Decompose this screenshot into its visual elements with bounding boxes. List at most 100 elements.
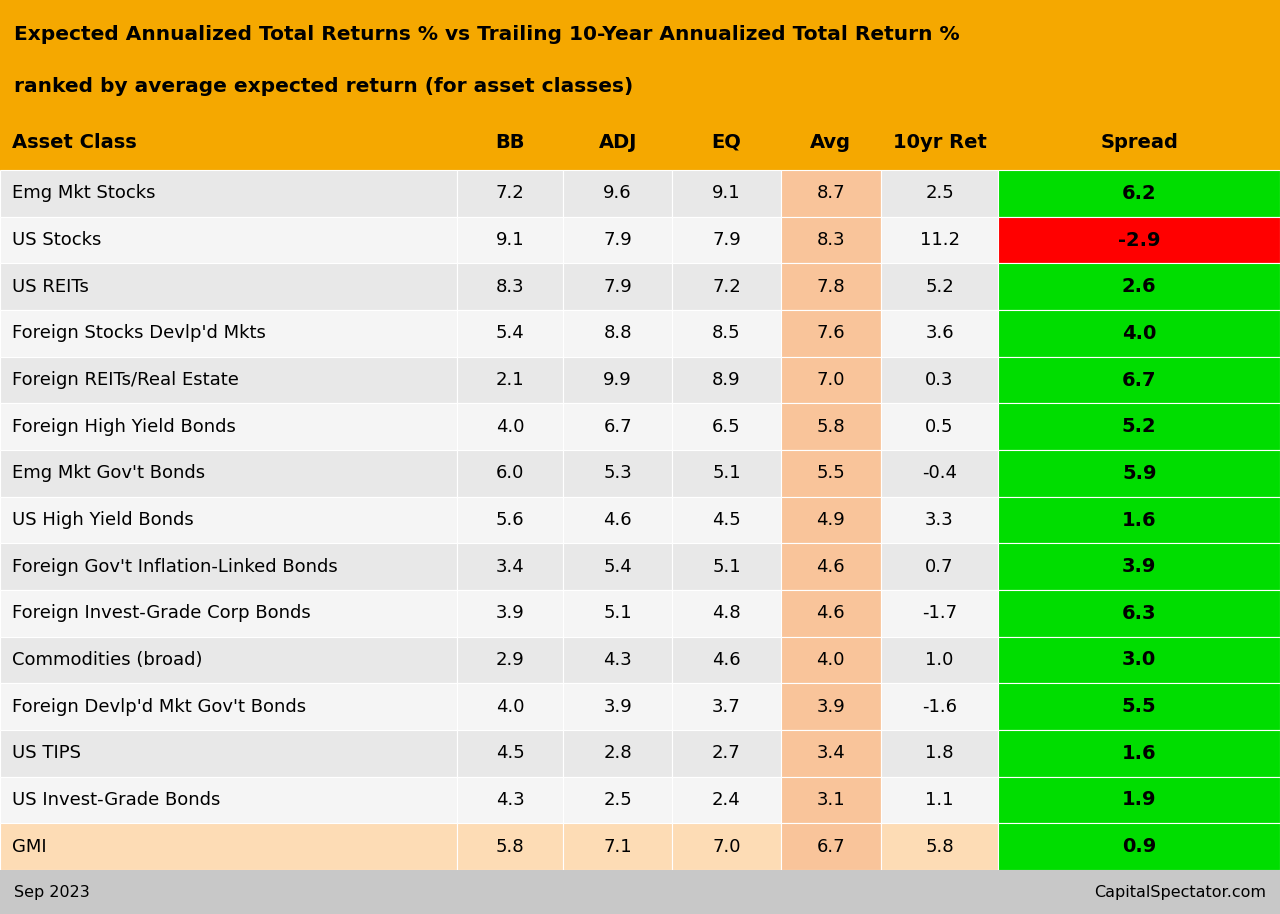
Bar — [672, 543, 781, 590]
Bar — [0, 170, 457, 217]
Bar — [563, 543, 672, 590]
Bar — [0, 496, 457, 543]
Text: 0.3: 0.3 — [925, 371, 954, 389]
Text: 3.6: 3.6 — [925, 324, 954, 343]
Text: 11.2: 11.2 — [919, 231, 960, 249]
Text: 4.8: 4.8 — [712, 604, 741, 622]
Bar — [563, 777, 672, 824]
Text: 7.2: 7.2 — [712, 278, 741, 295]
Bar — [881, 170, 998, 217]
Text: 4.3: 4.3 — [495, 791, 525, 809]
Text: ADJ: ADJ — [599, 133, 636, 152]
Text: -0.4: -0.4 — [922, 464, 957, 483]
Text: 3.9: 3.9 — [1123, 558, 1156, 576]
Text: 7.1: 7.1 — [603, 837, 632, 856]
Text: Emg Mkt Stocks: Emg Mkt Stocks — [12, 185, 155, 202]
Text: -1.6: -1.6 — [922, 697, 957, 716]
Text: 4.5: 4.5 — [495, 744, 525, 762]
Text: 7.9: 7.9 — [712, 231, 741, 249]
Bar — [998, 263, 1280, 310]
Bar — [563, 824, 672, 870]
Text: 0.5: 0.5 — [925, 418, 954, 436]
Bar — [998, 310, 1280, 356]
Bar — [0, 0, 1280, 115]
Bar — [672, 496, 781, 543]
Bar — [781, 496, 881, 543]
Text: 3.4: 3.4 — [495, 558, 525, 576]
Text: 8.3: 8.3 — [817, 231, 845, 249]
Text: 1.1: 1.1 — [925, 791, 954, 809]
Bar — [563, 496, 672, 543]
Text: 5.2: 5.2 — [925, 278, 954, 295]
Bar — [563, 450, 672, 496]
Text: 8.8: 8.8 — [603, 324, 632, 343]
Text: 1.8: 1.8 — [925, 744, 954, 762]
Text: 7.2: 7.2 — [495, 185, 525, 202]
Text: 3.4: 3.4 — [817, 744, 845, 762]
Text: Spread: Spread — [1101, 133, 1178, 152]
Bar — [998, 450, 1280, 496]
Bar — [0, 777, 457, 824]
Text: 5.2: 5.2 — [1121, 417, 1157, 436]
Text: 6.7: 6.7 — [1123, 370, 1156, 389]
Bar — [998, 496, 1280, 543]
Text: 7.0: 7.0 — [712, 837, 741, 856]
Text: 1.0: 1.0 — [925, 651, 954, 669]
Bar — [672, 170, 781, 217]
Text: 0.7: 0.7 — [925, 558, 954, 576]
Bar — [781, 170, 881, 217]
Bar — [781, 356, 881, 403]
Text: 3.1: 3.1 — [817, 791, 845, 809]
Bar — [457, 824, 563, 870]
Text: 0.9: 0.9 — [1123, 837, 1156, 856]
Bar — [998, 170, 1280, 217]
Bar — [881, 450, 998, 496]
Text: Foreign Devlp'd Mkt Gov't Bonds: Foreign Devlp'd Mkt Gov't Bonds — [12, 697, 306, 716]
Bar — [672, 356, 781, 403]
Text: 3.3: 3.3 — [925, 511, 954, 529]
Text: -2.9: -2.9 — [1117, 230, 1161, 250]
Bar — [457, 403, 563, 450]
Text: BB: BB — [495, 133, 525, 152]
Text: 4.6: 4.6 — [712, 651, 741, 669]
Text: 7.9: 7.9 — [603, 231, 632, 249]
Bar — [781, 730, 881, 777]
Text: CapitalSpectator.com: CapitalSpectator.com — [1094, 885, 1266, 899]
Bar — [998, 824, 1280, 870]
Bar — [781, 403, 881, 450]
Text: 5.9: 5.9 — [1123, 463, 1156, 483]
Text: 4.6: 4.6 — [817, 604, 845, 622]
Bar — [457, 590, 563, 637]
Text: 3.9: 3.9 — [817, 697, 845, 716]
Bar — [881, 543, 998, 590]
Bar — [998, 684, 1280, 730]
Bar — [0, 637, 457, 684]
Bar — [0, 543, 457, 590]
Bar — [672, 730, 781, 777]
Bar — [672, 777, 781, 824]
Bar — [672, 217, 781, 263]
Bar — [672, 590, 781, 637]
Text: 3.0: 3.0 — [1123, 651, 1156, 669]
Bar — [881, 403, 998, 450]
Text: Emg Mkt Gov't Bonds: Emg Mkt Gov't Bonds — [12, 464, 205, 483]
Text: 5.1: 5.1 — [712, 558, 741, 576]
Text: 4.0: 4.0 — [1123, 324, 1156, 343]
Text: 2.6: 2.6 — [1121, 277, 1157, 296]
Text: US Invest-Grade Bonds: US Invest-Grade Bonds — [12, 791, 220, 809]
Bar — [998, 730, 1280, 777]
Text: 1.9: 1.9 — [1123, 791, 1156, 810]
Bar — [563, 310, 672, 356]
Bar — [563, 170, 672, 217]
Text: 2.5: 2.5 — [925, 185, 954, 202]
Text: US REITs: US REITs — [12, 278, 88, 295]
Text: Foreign High Yield Bonds: Foreign High Yield Bonds — [12, 418, 236, 436]
Bar — [457, 217, 563, 263]
Text: 3.7: 3.7 — [712, 697, 741, 716]
Text: 8.7: 8.7 — [817, 185, 845, 202]
Bar — [457, 170, 563, 217]
Text: 2.5: 2.5 — [603, 791, 632, 809]
Bar — [457, 356, 563, 403]
Bar — [881, 730, 998, 777]
Text: 4.0: 4.0 — [495, 418, 525, 436]
